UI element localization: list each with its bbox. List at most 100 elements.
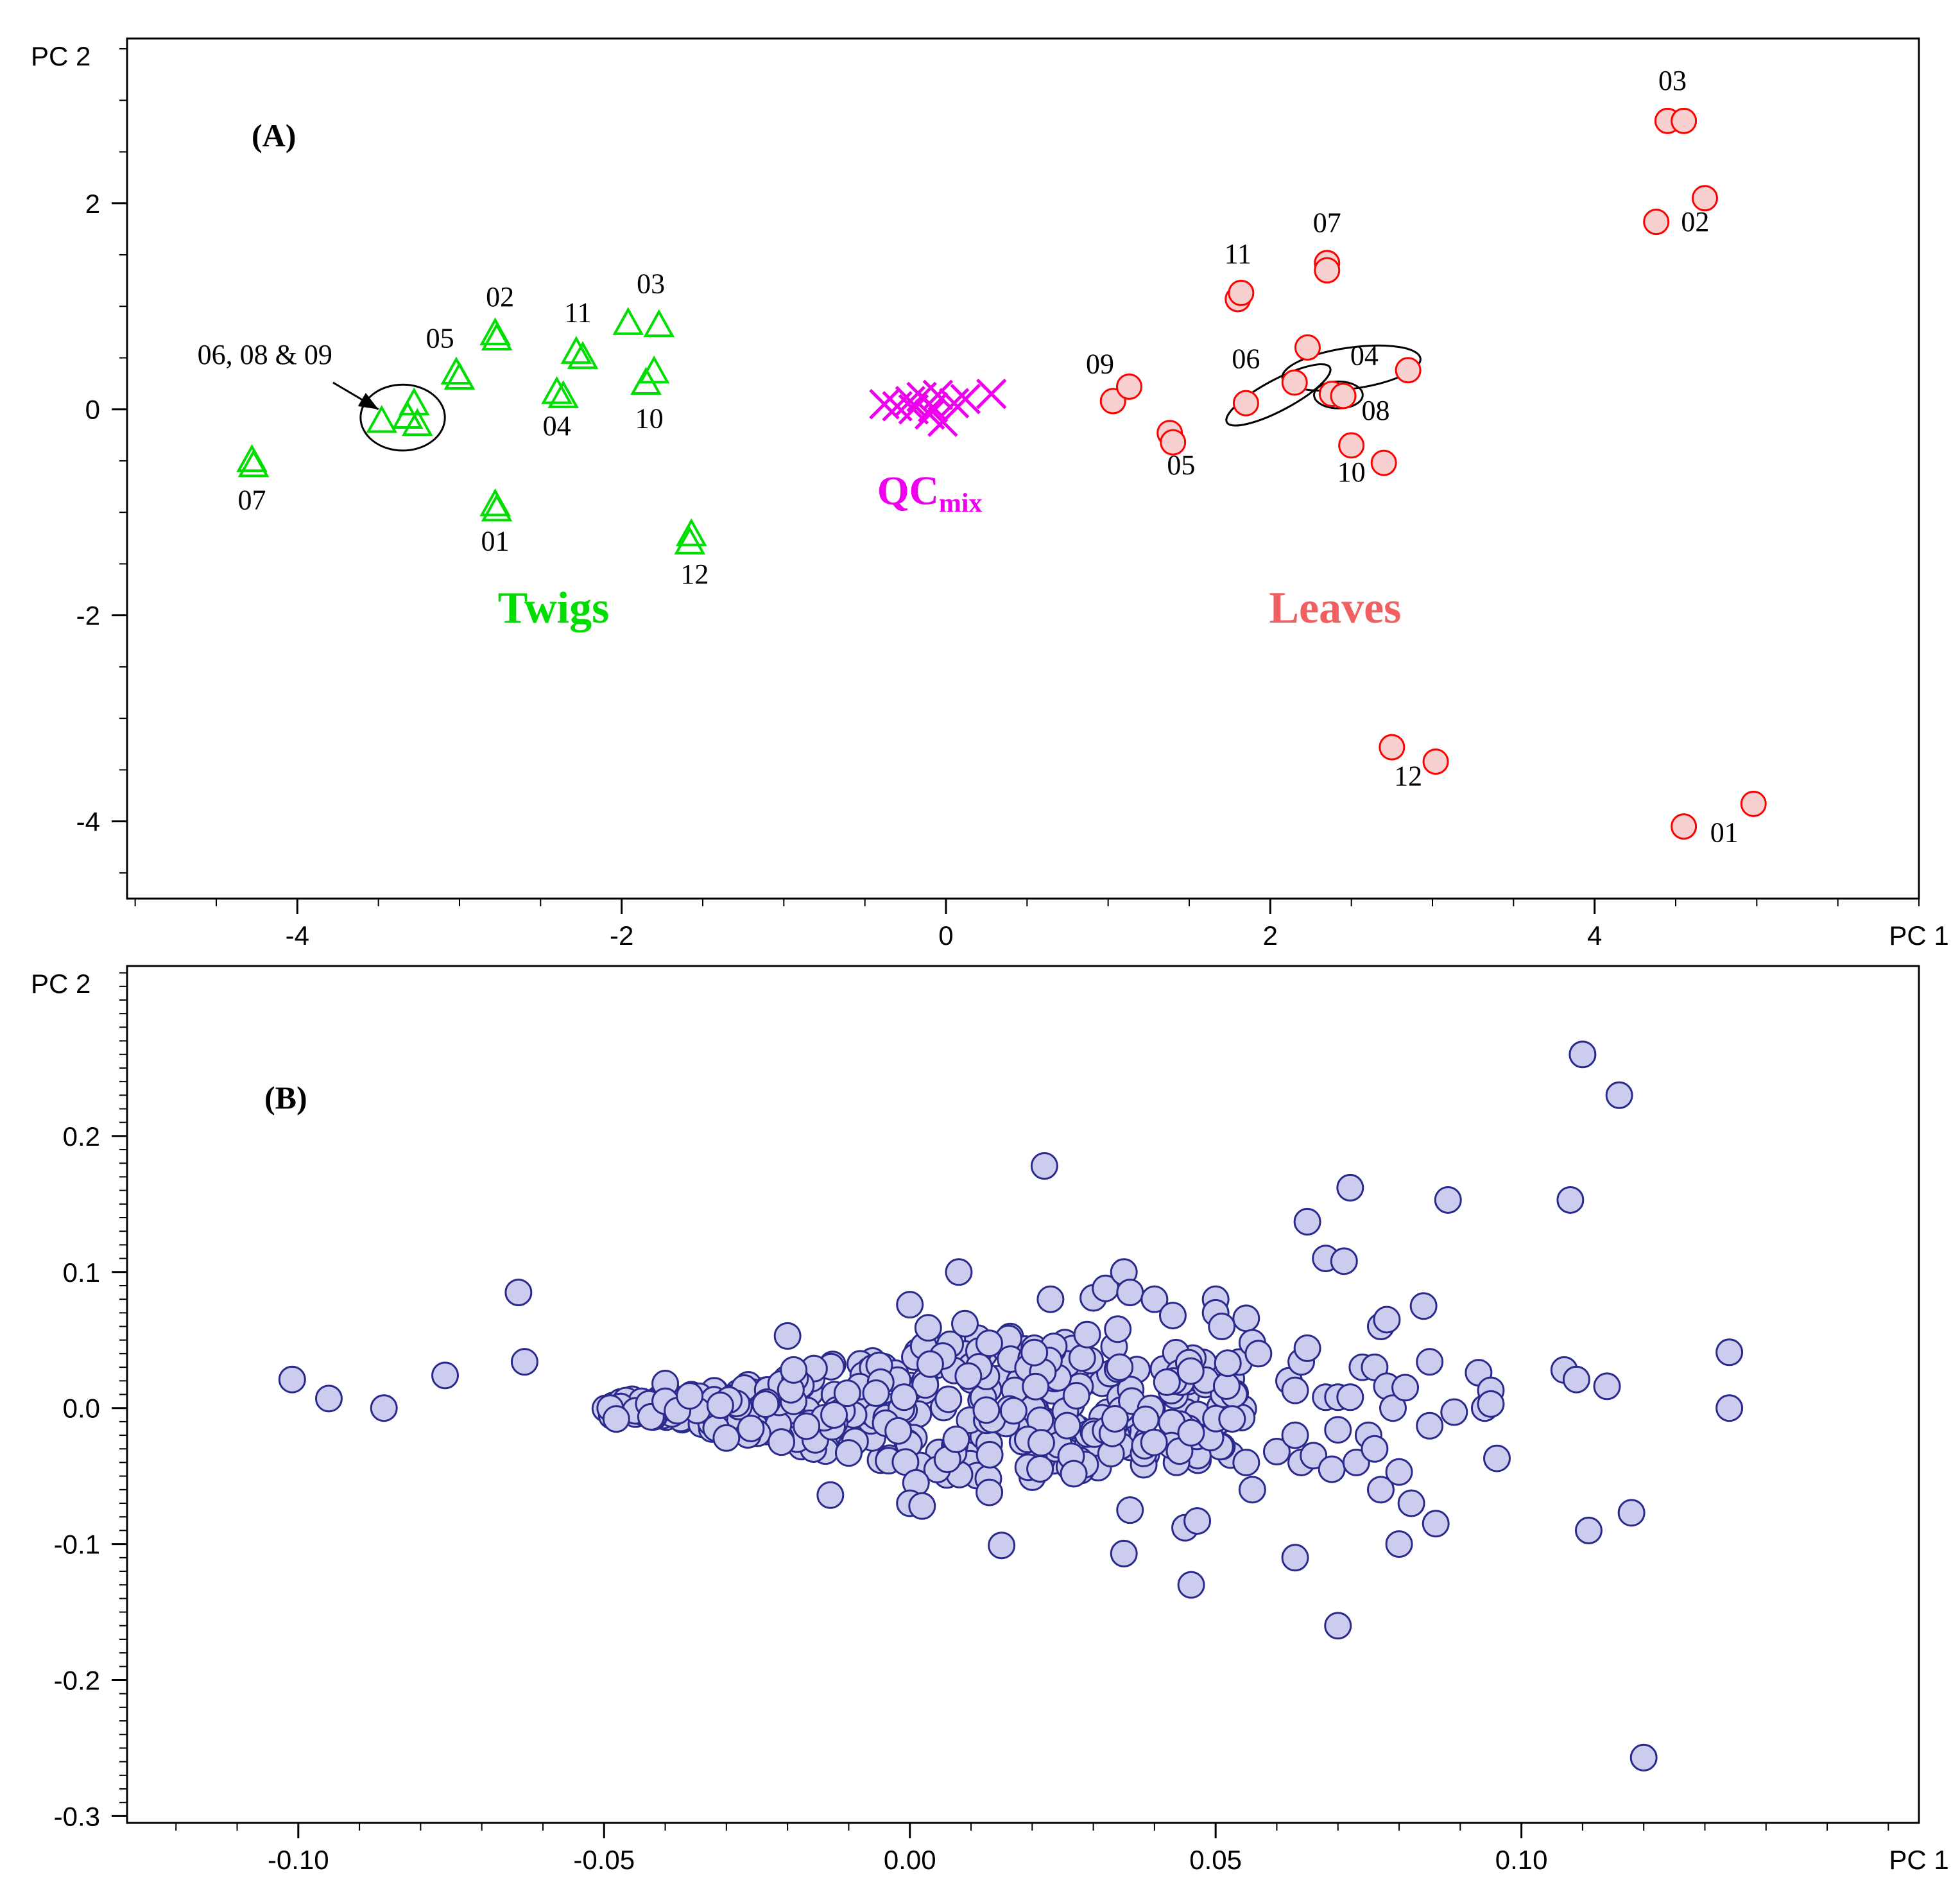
loading-point <box>1397 1489 1425 1517</box>
loading-point <box>1391 1374 1420 1402</box>
twig-point <box>443 361 476 390</box>
twig-point <box>567 341 599 369</box>
loading-point <box>1101 1404 1129 1433</box>
loading-point <box>1422 1510 1450 1538</box>
loading-point <box>1218 1405 1246 1433</box>
twig-point <box>237 449 270 478</box>
twig-point <box>643 309 675 338</box>
leaf-point <box>1671 813 1698 840</box>
point-label: 02 <box>1681 206 1709 237</box>
loading-point <box>1361 1435 1389 1463</box>
loading-point <box>1062 1382 1090 1410</box>
loading-point <box>934 1385 963 1413</box>
loading-point <box>1214 1349 1242 1377</box>
loading-point <box>1385 1458 1413 1486</box>
leaf-point <box>1740 790 1767 817</box>
loading-point <box>1293 1207 1321 1236</box>
loading-point <box>1342 1448 1370 1476</box>
panel-label-b: (B) <box>264 1080 307 1116</box>
loading-point <box>833 1379 861 1408</box>
loading-point <box>1715 1394 1744 1422</box>
group-label-twigs: Twigs <box>498 583 610 633</box>
loading-point <box>1244 1340 1273 1368</box>
point-label: 07 <box>1313 207 1341 239</box>
loading-point <box>1116 1496 1144 1524</box>
point-label: 12 <box>1394 760 1422 791</box>
loading-point <box>972 1396 1001 1424</box>
leaf-point <box>1314 257 1341 284</box>
leaf-point <box>1232 390 1259 417</box>
loading-point <box>1060 1460 1088 1488</box>
twig-point <box>675 518 707 546</box>
y-axis-label: PC 2 <box>31 41 90 71</box>
twig-point <box>560 336 592 364</box>
loading-point <box>1027 1429 1055 1457</box>
loading-point <box>793 1412 821 1440</box>
loading-point <box>1281 1421 1309 1449</box>
loading-point <box>950 1309 979 1338</box>
point-label: 05 <box>426 322 454 354</box>
twig-point <box>391 401 424 429</box>
loading-point <box>890 1383 918 1411</box>
loading-point <box>706 1391 734 1419</box>
loading-point <box>1617 1499 1646 1527</box>
leaf-point <box>1228 279 1255 306</box>
loading-point <box>896 1291 924 1319</box>
leaf-point <box>1422 748 1449 775</box>
loading-point <box>1416 1348 1444 1376</box>
point-label: 10 <box>635 403 664 435</box>
loading-point <box>1131 1405 1160 1433</box>
point-label: 11 <box>564 297 591 328</box>
loading-point <box>1030 1152 1058 1180</box>
point-label: 04 <box>543 410 571 442</box>
y-tick-label: 0.0 <box>63 1393 100 1424</box>
loading-point <box>1158 1302 1187 1330</box>
loading-point <box>737 1414 765 1442</box>
series-leaves <box>1099 107 1767 840</box>
loading-point <box>1104 1315 1132 1343</box>
loading-point <box>1183 1507 1212 1535</box>
twig-point <box>630 367 662 395</box>
x-tick-label: 4 <box>1587 920 1602 951</box>
loading-point <box>1605 1081 1633 1109</box>
y-tick-label: -0.1 <box>54 1530 100 1560</box>
loading-point <box>1232 1304 1260 1333</box>
loading-point <box>1140 1285 1169 1313</box>
loading-point <box>1385 1530 1413 1558</box>
loading-point <box>602 1405 630 1433</box>
point-label: 03 <box>637 268 665 299</box>
loading-point <box>1022 1372 1050 1401</box>
loading-point <box>1318 1455 1346 1483</box>
loading-point <box>988 1531 1016 1560</box>
loading-point <box>1262 1438 1291 1465</box>
loading-point <box>1177 1419 1205 1447</box>
x-tick-label: -0.05 <box>573 1845 635 1875</box>
loading-point <box>278 1365 306 1393</box>
loading-point <box>370 1394 398 1422</box>
x-tick-label: 0.10 <box>1495 1845 1548 1875</box>
leaf-point <box>1281 369 1308 396</box>
x-tick-label: -0.10 <box>268 1845 329 1875</box>
twig-point <box>481 493 513 522</box>
y-tick-label: 2 <box>85 189 100 219</box>
y-tick-label: 0.1 <box>63 1257 100 1288</box>
point-label: 09 <box>1086 349 1114 380</box>
loading-point <box>1373 1306 1401 1334</box>
loading-point <box>1416 1411 1444 1440</box>
loading-point <box>945 1258 973 1286</box>
loading-point <box>916 1350 944 1378</box>
loading-point <box>1324 1612 1352 1640</box>
loading-point <box>504 1279 533 1307</box>
loading-point <box>976 1440 1004 1469</box>
loading-point <box>1281 1544 1309 1572</box>
loading-point <box>1562 1365 1590 1393</box>
x-tick-label: 0 <box>938 920 953 951</box>
leaf-point <box>1370 449 1397 476</box>
loading-point <box>1212 1372 1241 1400</box>
point-label: 10 <box>1337 456 1366 488</box>
group-ellipse <box>359 383 446 452</box>
callout-arrow-head <box>357 393 379 410</box>
y-tick-label: -0.3 <box>54 1801 100 1831</box>
point-label: 06 <box>1232 343 1260 375</box>
